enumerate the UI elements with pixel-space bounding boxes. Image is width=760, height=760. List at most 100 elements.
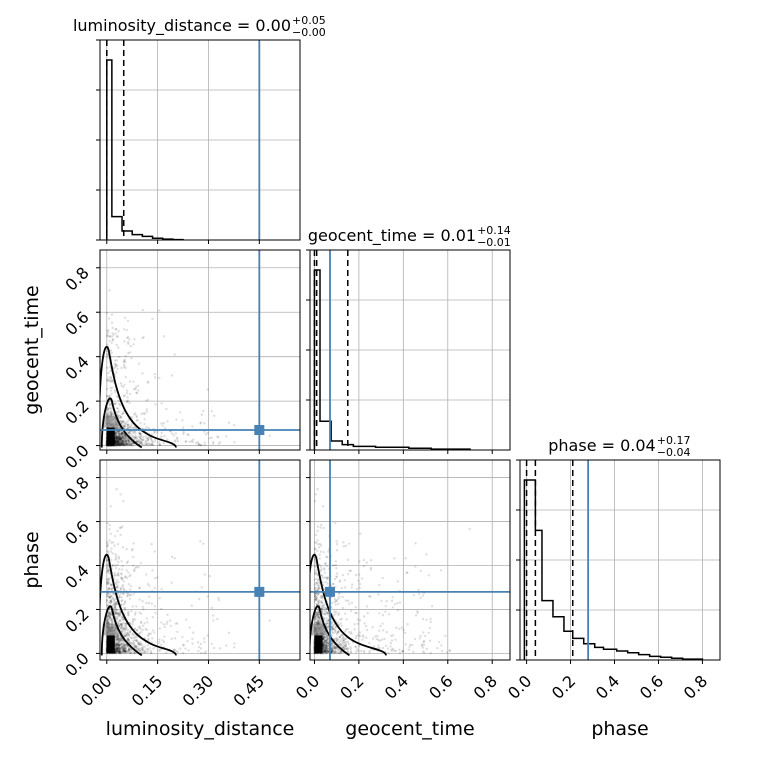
sample-point xyxy=(112,333,115,337)
sample-point xyxy=(127,633,131,637)
sample-point xyxy=(106,545,109,548)
sample-point xyxy=(334,610,338,613)
sample-point xyxy=(117,431,120,435)
sample-point xyxy=(105,366,109,370)
sample-point xyxy=(119,441,122,444)
sample-point xyxy=(355,648,359,651)
sample-point xyxy=(314,569,317,572)
x-tick-label-phase: 0.0 xyxy=(504,671,535,702)
sample-point xyxy=(129,641,133,645)
sample-point xyxy=(318,587,321,590)
sample-point xyxy=(423,651,426,654)
sample-point xyxy=(125,443,128,447)
sample-point xyxy=(218,441,222,444)
panel-content xyxy=(100,250,300,450)
sample-point xyxy=(115,437,118,440)
sample-point xyxy=(114,558,117,562)
sample-point xyxy=(317,586,320,590)
sample-point xyxy=(389,642,392,645)
sample-point xyxy=(122,649,126,653)
sample-point xyxy=(122,424,126,427)
sample-point xyxy=(206,388,209,391)
sample-point xyxy=(116,440,120,443)
sample-point xyxy=(139,641,142,644)
sample-point xyxy=(117,651,120,654)
sample-point xyxy=(127,650,130,654)
sample-point xyxy=(133,645,137,649)
sample-point xyxy=(393,603,397,606)
sample-point xyxy=(113,359,117,362)
sample-point xyxy=(413,637,417,641)
sample-point xyxy=(334,651,337,655)
sample-point xyxy=(406,622,409,626)
sample-point xyxy=(135,414,138,417)
sample-point xyxy=(335,633,339,636)
sample-point xyxy=(422,643,426,647)
sample-point xyxy=(192,438,195,441)
sample-point xyxy=(118,439,121,442)
sample-point xyxy=(117,438,121,441)
sample-point xyxy=(158,443,162,447)
sample-point xyxy=(125,443,128,446)
sample-point xyxy=(108,615,112,619)
sample-point xyxy=(153,431,156,434)
sample-point xyxy=(123,624,127,628)
sample-point xyxy=(133,638,137,642)
sample-point xyxy=(125,328,129,332)
sample-point xyxy=(416,610,419,613)
sample-point xyxy=(341,646,344,649)
sample-point xyxy=(132,642,136,645)
sample-point xyxy=(138,586,141,589)
panel-title-phase: phase = 0.04 xyxy=(548,436,655,455)
sample-point xyxy=(377,644,380,647)
sample-point xyxy=(108,334,112,338)
sample-point xyxy=(314,493,317,496)
sample-point xyxy=(163,435,166,438)
sample-point xyxy=(160,435,163,438)
sample-point xyxy=(358,560,361,563)
sample-point xyxy=(119,637,123,641)
sample-point xyxy=(115,649,118,652)
sample-point xyxy=(124,646,128,650)
sample-point xyxy=(344,544,348,547)
sample-point xyxy=(120,438,123,441)
sample-point xyxy=(114,641,118,644)
sample-point xyxy=(119,586,122,590)
sample-point xyxy=(147,637,150,640)
sample-point xyxy=(134,412,137,415)
sample-point xyxy=(105,394,109,398)
sample-point xyxy=(336,597,340,601)
sample-point xyxy=(112,603,115,606)
sample-point xyxy=(140,648,144,651)
sample-point xyxy=(326,636,330,640)
sample-point xyxy=(120,572,123,575)
sample-point xyxy=(144,627,147,631)
sample-point xyxy=(108,615,111,618)
sample-point xyxy=(111,564,114,567)
sample-point xyxy=(181,651,185,655)
sample-point xyxy=(116,411,119,414)
sample-point xyxy=(197,645,201,649)
sample-point xyxy=(129,651,132,655)
sample-point xyxy=(112,592,115,596)
sample-point xyxy=(125,438,129,442)
sample-point xyxy=(316,593,319,596)
sample-point xyxy=(153,604,157,608)
sample-point xyxy=(119,417,122,420)
sample-point xyxy=(200,651,203,655)
sample-point xyxy=(341,641,344,644)
sample-point xyxy=(330,634,334,637)
sample-point xyxy=(117,440,120,444)
sample-point xyxy=(127,632,130,636)
sample-point xyxy=(105,350,109,353)
sample-point xyxy=(445,651,449,654)
sample-point xyxy=(317,601,321,605)
sample-point xyxy=(336,630,340,633)
sample-point xyxy=(117,643,120,646)
sample-point xyxy=(317,599,321,602)
sample-point xyxy=(132,650,135,653)
sample-point xyxy=(116,432,119,436)
sample-point xyxy=(334,563,338,567)
sample-point xyxy=(315,598,318,602)
sample-point xyxy=(150,602,154,605)
